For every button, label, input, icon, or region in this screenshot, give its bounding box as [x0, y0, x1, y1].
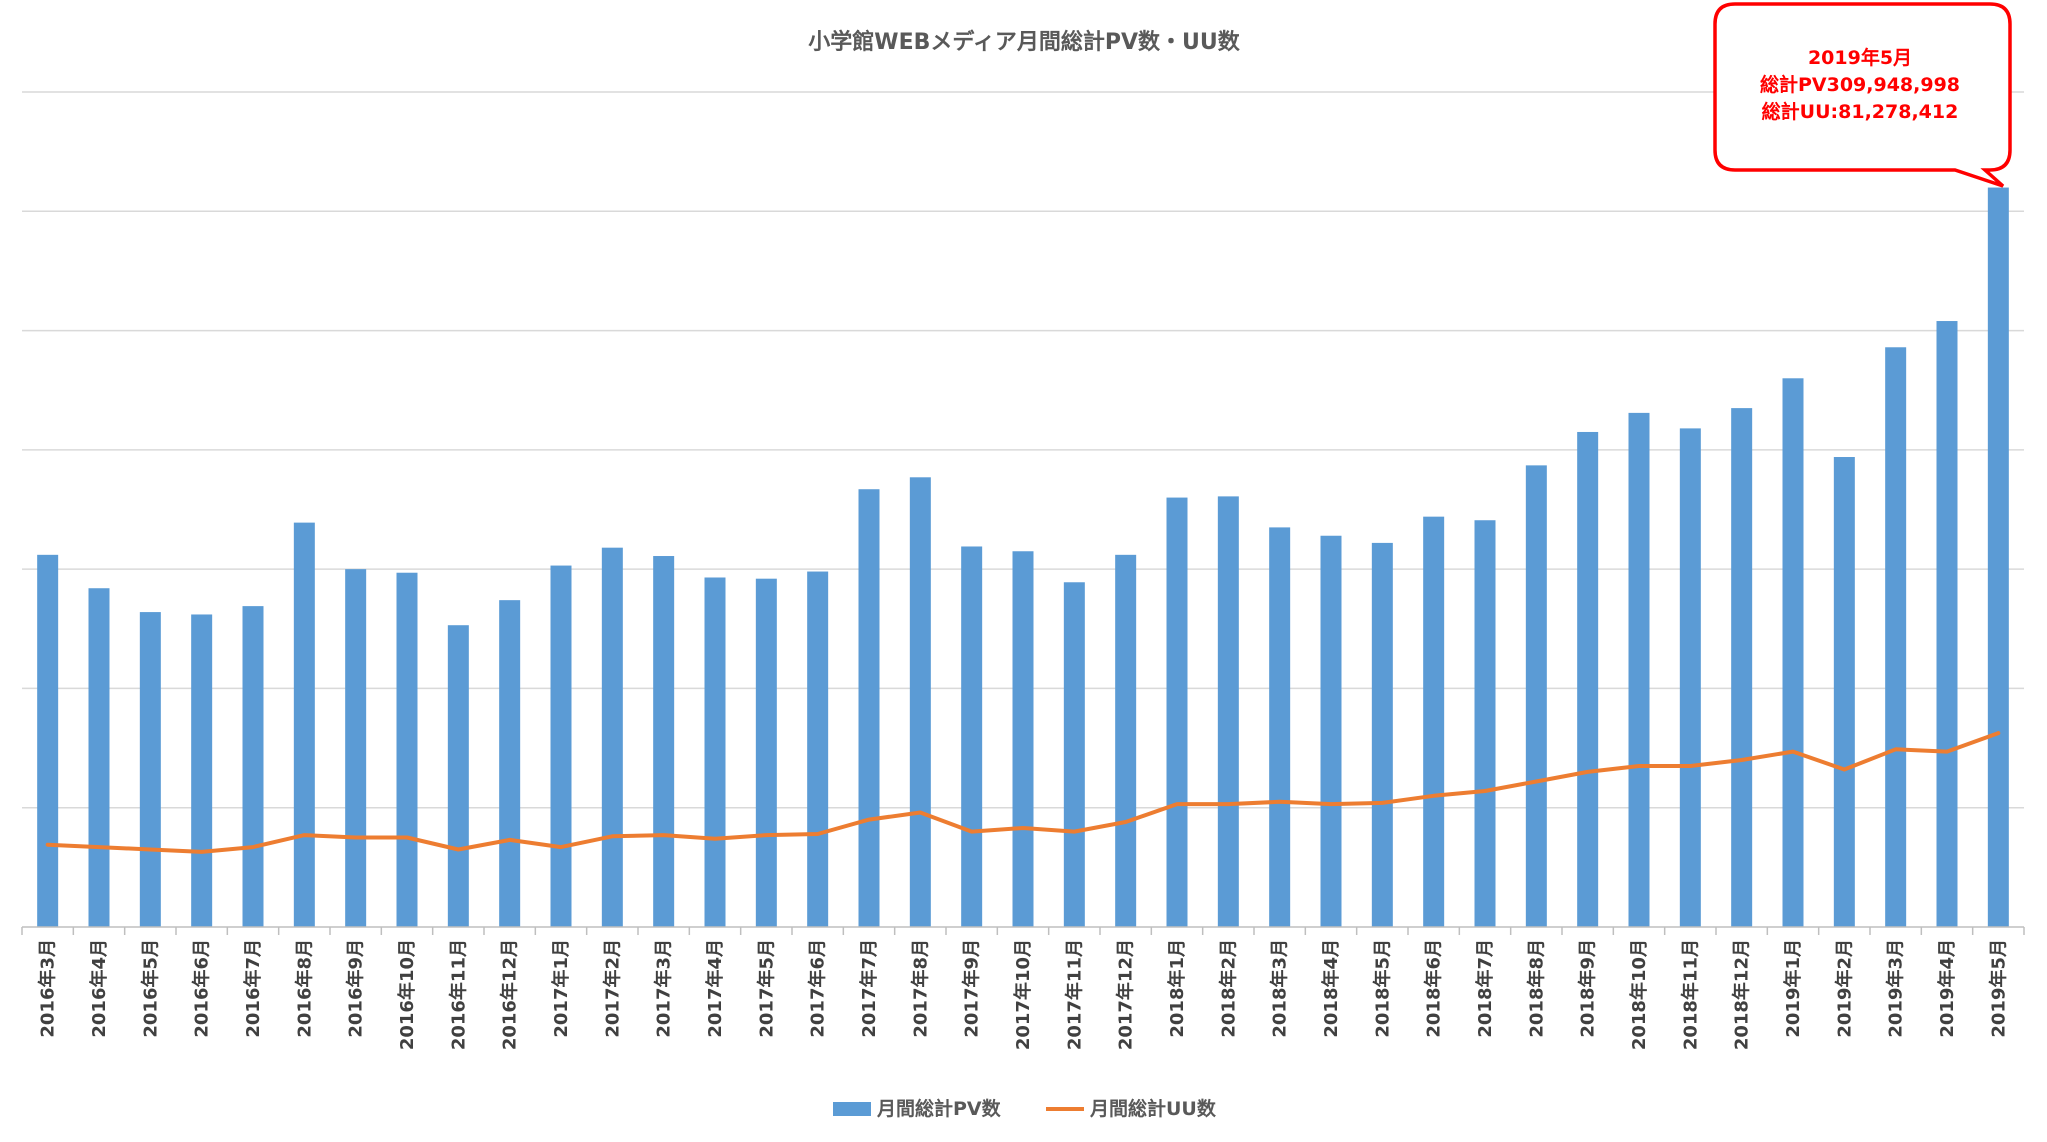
peak-callout: 2019年5月 総計PV309,948,998 総計UU:81,278,412 — [1713, 2, 2012, 188]
pv-bar-18 — [909, 477, 931, 927]
pv-bar-24 — [1217, 496, 1239, 927]
pv-bar-26 — [1320, 535, 1342, 927]
pv-bar-16 — [807, 571, 829, 927]
x-tick-label: 2018年5月 — [1371, 939, 1393, 1038]
x-tick-label: 2017年5月 — [755, 939, 777, 1038]
callout-line-pv: 総計PV309,948,998 — [1760, 73, 1960, 96]
x-tick-label: 2019年5月 — [1987, 939, 2009, 1038]
pv-bar-1 — [37, 554, 59, 927]
legend-uu-label: 月間総計UU数 — [1089, 1097, 1217, 1120]
x-tick-label: 2019年1月 — [1782, 939, 1804, 1038]
pv-bar-7 — [345, 569, 367, 927]
pv-bar-11 — [550, 565, 572, 927]
x-tick-label: 2018年9月 — [1577, 939, 1599, 1038]
pv-bar-21 — [1063, 582, 1085, 927]
pv-bar-8 — [396, 572, 418, 927]
legend-pv-swatch — [833, 1102, 871, 1116]
pv-bar-39 — [1987, 187, 2009, 928]
x-tick-label: 2016年5月 — [139, 939, 161, 1038]
x-tick-label: 2017年2月 — [601, 939, 623, 1038]
pv-bar-30 — [1525, 465, 1547, 927]
pv-bar-4 — [191, 614, 213, 927]
x-tick-label: 2018年4月 — [1320, 939, 1342, 1038]
x-tick-labels: 2016年3月 2016年4月 2016年5月 2016年6月 2016年7月 2016年… — [37, 939, 2010, 1050]
pv-bar-37 — [1885, 347, 1907, 927]
pv-bar-9 — [447, 625, 469, 927]
pv-bar-22 — [1115, 554, 1137, 927]
pv-bar-23 — [1166, 497, 1188, 927]
pv-bar-15 — [755, 578, 777, 927]
pv-bar-20 — [1012, 551, 1034, 927]
x-tick-label: 2019年4月 — [1936, 939, 1958, 1038]
pv-bar-38 — [1936, 321, 1958, 927]
x-tick-label: 2018年8月 — [1525, 939, 1547, 1038]
x-tick-label: 2017年6月 — [807, 939, 829, 1038]
pv-bar-19 — [961, 546, 983, 927]
x-tick-label: 2016年9月 — [345, 939, 367, 1038]
x-tick-label: 2018年2月 — [1217, 939, 1239, 1038]
pv-bars — [37, 187, 2009, 928]
legend: 月間総計PV数 月間総計UU数 — [833, 1097, 1217, 1120]
x-tick-label: 2018年3月 — [1269, 939, 1291, 1038]
x-axis — [21, 926, 2025, 935]
x-tick-label: 2018年12月 — [1731, 939, 1753, 1050]
x-tick-label: 2016年6月 — [191, 939, 213, 1038]
callout-line-uu: 総計UU:81,278,412 — [1762, 100, 1959, 123]
x-tick-label: 2018年6月 — [1423, 939, 1445, 1038]
pv-bar-34 — [1731, 408, 1753, 927]
x-tick-label: 2017年1月 — [550, 939, 572, 1038]
pv-bar-10 — [499, 600, 521, 927]
chart-title: 小学館WEBメディア月間総計PV数・UU数 — [808, 29, 1240, 55]
x-tick-label: 2018年7月 — [1474, 939, 1496, 1038]
callout-line-month: 2019年5月 — [1808, 46, 1912, 69]
x-tick-label: 2017年7月 — [858, 939, 880, 1038]
pv-bar-13 — [653, 556, 675, 927]
x-tick-label: 2017年9月 — [961, 939, 983, 1038]
pv-bar-35 — [1782, 378, 1804, 927]
pv-bar-29 — [1474, 520, 1496, 927]
legend-pv-label: 月間総計PV数 — [876, 1097, 1002, 1120]
pv-bar-31 — [1577, 431, 1599, 927]
pv-bar-14 — [704, 577, 726, 927]
x-tick-label: 2016年8月 — [293, 939, 315, 1038]
pv-bar-27 — [1371, 542, 1393, 927]
x-tick-label: 2019年3月 — [1885, 939, 1907, 1038]
x-tick-label: 2018年1月 — [1166, 939, 1188, 1038]
pv-bar-32 — [1628, 412, 1650, 928]
pv-bar-6 — [293, 522, 315, 927]
x-tick-label: 2017年10月 — [1012, 939, 1034, 1050]
x-tick-label: 2016年3月 — [37, 939, 59, 1038]
pv-bar-12 — [601, 547, 623, 927]
x-tick-label: 2016年10月 — [396, 939, 418, 1050]
pv-bar-3 — [139, 612, 161, 927]
x-tick-label: 2018年10月 — [1628, 939, 1650, 1050]
pv-bar-28 — [1423, 516, 1445, 927]
pv-bar-2 — [88, 588, 110, 927]
x-tick-label: 2016年12月 — [499, 939, 521, 1050]
x-tick-label: 2017年3月 — [653, 939, 675, 1038]
x-tick-label: 2017年8月 — [909, 939, 931, 1038]
x-tick-label: 2016年7月 — [242, 939, 264, 1038]
pv-bar-25 — [1269, 527, 1291, 927]
x-tick-label: 2019年2月 — [1833, 939, 1855, 1038]
pv-bar-33 — [1679, 428, 1701, 927]
x-tick-label: 2016年11月 — [447, 939, 469, 1050]
uu-line — [45, 731, 2001, 854]
pv-bar-17 — [858, 489, 880, 927]
pv-bar-36 — [1833, 457, 1855, 927]
x-tick-label: 2017年4月 — [704, 939, 726, 1038]
x-tick-label: 2018年11月 — [1679, 939, 1701, 1050]
x-tick-label: 2017年11月 — [1063, 939, 1085, 1050]
x-tick-label: 2017年12月 — [1115, 939, 1137, 1050]
x-tick-label: 2016年4月 — [88, 939, 110, 1038]
pv-bar-5 — [242, 606, 264, 927]
callout-bubble — [1713, 2, 2012, 188]
